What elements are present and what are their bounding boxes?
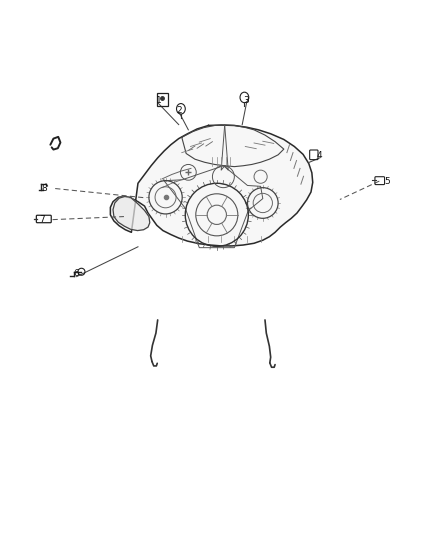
Polygon shape	[110, 125, 313, 246]
Text: 8: 8	[41, 184, 47, 193]
Text: 6: 6	[74, 270, 80, 278]
Text: 3: 3	[244, 95, 250, 104]
Text: 4: 4	[317, 151, 322, 160]
Text: 5: 5	[384, 176, 390, 185]
Text: 1: 1	[155, 96, 162, 106]
Polygon shape	[113, 197, 150, 231]
Text: 2: 2	[177, 106, 182, 115]
Text: 7: 7	[39, 215, 45, 224]
